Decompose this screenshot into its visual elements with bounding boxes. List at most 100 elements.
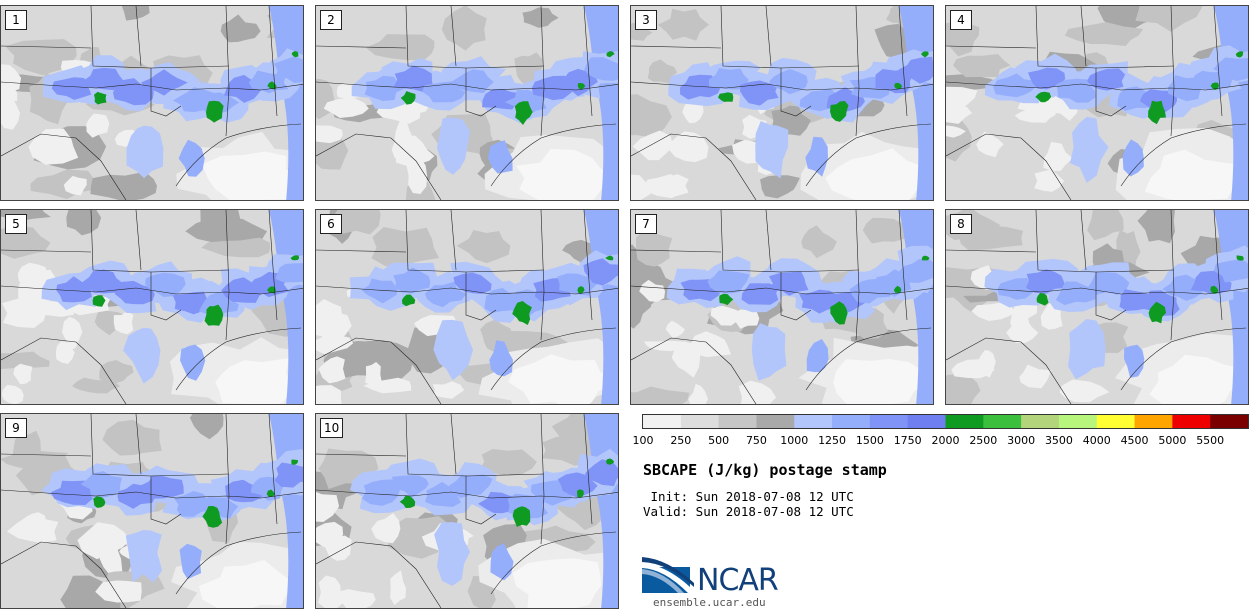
very-low-cape-patch: [323, 98, 369, 118]
very-low-cape-patch: [688, 383, 709, 404]
state-boundary: [405, 414, 497, 525]
colorbar-tick-label: 5500: [1196, 434, 1225, 447]
very-low-cape-patch: [665, 320, 685, 338]
very-high-cape-cell: [514, 101, 533, 125]
colorbar-swatch: [1172, 415, 1211, 428]
state-boundary: [316, 453, 545, 477]
international-border: [316, 541, 442, 608]
state-boundary: [90, 6, 182, 117]
very-low-cape-patch: [13, 363, 33, 385]
very-low-cape-patch: [86, 113, 110, 138]
very-low-cape-patch: [1, 97, 20, 130]
low-cape-patch: [631, 244, 654, 291]
low-cape-patch: [953, 54, 1011, 78]
gulf-very-low-cape-area: [199, 560, 297, 608]
colorbar-tick-label: 250: [670, 434, 692, 447]
member-label: 7: [635, 214, 657, 234]
very-low-cape-patch: [365, 362, 382, 385]
very-low-cape-patch: [977, 350, 996, 378]
international-border: [316, 337, 442, 404]
very-low-cape-patch: [710, 305, 740, 326]
state-boundary: [631, 45, 860, 69]
very-low-cape-patch: [61, 316, 83, 350]
colorbar-tick-label: 4000: [1082, 434, 1111, 447]
state-boundary: [631, 249, 860, 273]
high-cape-area: [1087, 68, 1126, 91]
high-cape-area: [583, 258, 618, 286]
gulf-coastline: [1120, 327, 1247, 391]
very-high-cape-cell: [605, 255, 614, 261]
gulf-coastline: [805, 327, 932, 391]
high-cape-area: [805, 136, 828, 177]
low-cape-patch: [862, 217, 909, 244]
ensemble-member-panel-9: 9: [0, 413, 304, 609]
colorbar-swatch: [1096, 415, 1136, 428]
member-label: 8: [950, 214, 972, 234]
very-low-cape-patch: [318, 356, 346, 384]
high-cape-area: [490, 543, 514, 581]
very-low-cape-patch: [1019, 364, 1052, 389]
state-boundary: [450, 414, 457, 475]
very-high-cape-cell: [267, 286, 276, 294]
very-high-cape-cell: [291, 51, 299, 58]
high-cape-area: [424, 281, 467, 308]
high-cape-area: [275, 263, 303, 283]
very-high-cape-cell: [290, 255, 300, 261]
high-cape-area: [1192, 70, 1232, 91]
very-low-cape-patch: [671, 341, 701, 378]
colorbar-swatch: [907, 415, 946, 428]
low-cape-patch: [1137, 210, 1175, 244]
low-cape-patch: [631, 289, 652, 329]
low-cape-patch: [631, 386, 690, 404]
very-low-cape-patch: [63, 175, 87, 196]
very-low-cape-patch: [316, 299, 343, 331]
very-low-cape-patch: [976, 131, 1004, 158]
low-cape-patch: [760, 175, 800, 199]
valid-time: Valid: Sun 2018-07-08 12 UTC: [643, 504, 854, 519]
high-cape-area: [708, 68, 749, 90]
high-cape-area: [1190, 271, 1232, 294]
very-high-cape-cell: [606, 51, 615, 58]
high-cape-area: [393, 267, 431, 294]
very-high-cape-cell: [400, 91, 416, 105]
very-low-cape-patch: [28, 128, 79, 165]
member-label: 5: [5, 214, 27, 234]
cape-map: [316, 210, 618, 404]
high-cape-area: [274, 462, 303, 488]
very-low-cape-patch: [639, 279, 665, 302]
low-cape-patch: [946, 21, 980, 57]
very-high-cape-cell: [291, 459, 298, 465]
moderate-cape-area: [1068, 319, 1106, 380]
high-cape-area: [178, 139, 205, 177]
state-boundary: [90, 210, 182, 321]
international-border: [1, 133, 127, 200]
high-cape-area: [1122, 139, 1144, 177]
state-boundary: [135, 414, 142, 475]
colorbar-swatch: [718, 415, 757, 428]
state-boundary: [405, 6, 497, 117]
high-cape-area: [557, 273, 599, 296]
gulf-coastline: [1120, 123, 1247, 187]
colorbar-swatch: [643, 415, 682, 428]
low-cape-patch: [220, 14, 261, 43]
low-cape-patch: [658, 8, 709, 41]
ncar-logo-icon: [642, 557, 694, 593]
init-time: Init: Sun 2018-07-08 12 UTC: [643, 489, 854, 504]
moderate-cape-area: [433, 319, 474, 381]
colorbar-tick-label: 3000: [1007, 434, 1036, 447]
very-low-cape-patch: [316, 491, 340, 522]
high-cape-area: [80, 471, 122, 498]
state-boundary: [90, 414, 182, 525]
state-boundary: [720, 6, 812, 117]
very-high-cape-cell: [1148, 100, 1166, 125]
gulf-coastline: [490, 123, 617, 187]
very-low-cape-patch: [363, 377, 412, 394]
state-boundary: [1, 285, 303, 295]
very-low-cape-patch: [643, 340, 691, 352]
high-cape-area: [453, 272, 492, 294]
ensemble-member-panel-10: 10: [315, 413, 619, 609]
high-cape-area: [1026, 269, 1066, 294]
ensemble-member-panel-6: 6: [315, 209, 619, 405]
colorbar-swatch: [756, 415, 795, 428]
cape-colorbar: [642, 414, 1249, 429]
